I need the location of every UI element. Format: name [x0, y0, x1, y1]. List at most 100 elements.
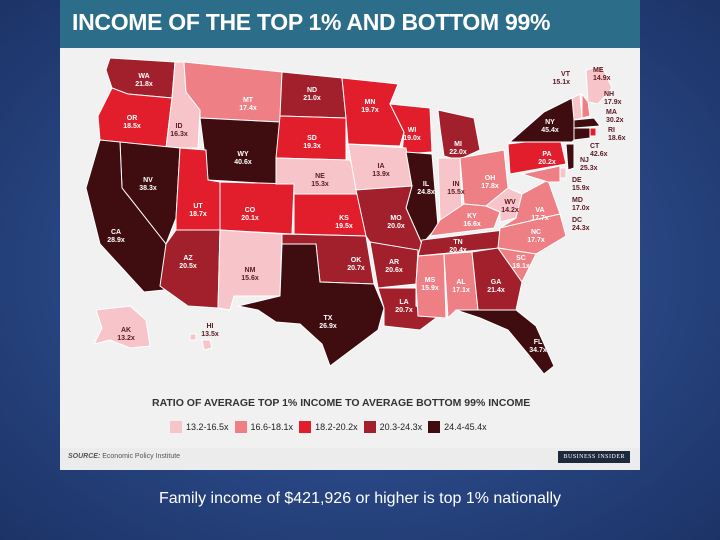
legend-item: 18.2-20.2x: [299, 420, 358, 434]
state-NY: [508, 97, 579, 143]
state-label: KY 16.6x: [463, 213, 481, 228]
state-label: MO 20.0x: [387, 215, 405, 230]
state-label: IA 13.9x: [372, 163, 390, 178]
state-label: NE 15.3x: [311, 173, 329, 188]
legend-label: 18.2-20.2x: [315, 422, 358, 432]
state-label: MA 30.2x: [606, 109, 624, 124]
state-label: DC 24.3x: [572, 217, 590, 232]
legend-swatch: [299, 421, 312, 433]
state-TX: [237, 243, 385, 367]
state-label: MT 17.4x: [239, 97, 257, 112]
state-labels: WA 21.8x OR 18.5x ID 16.3x MT 17.4x WY 40.6x …: [107, 67, 625, 354]
state-FL: [455, 309, 555, 375]
state-label: ND 21.0x: [303, 87, 321, 102]
state-label: MI 22.0x: [449, 141, 467, 156]
state-MD: [520, 165, 561, 183]
source-footer: SOURCE: Economic Policy Institute BUSINE…: [60, 448, 640, 470]
state-SC: [496, 247, 537, 283]
state-label: NY 45.4x: [541, 119, 559, 134]
state-DE: [559, 167, 567, 179]
state-label: CA 28.9x: [107, 229, 125, 244]
state-label: NC 17.7x: [527, 229, 545, 244]
state-NH: [581, 92, 591, 119]
state-label: TN 20.4x: [449, 239, 467, 254]
legend-item: 13.2-16.5x: [170, 420, 229, 434]
state-AK: [93, 305, 151, 349]
state-label: TX 26.9x: [319, 315, 337, 330]
state-label: DE 15.9x: [572, 177, 590, 192]
state-RI: [589, 127, 597, 137]
state-label: AR 20.6x: [385, 259, 403, 274]
state-label: IL 24.8x: [417, 181, 435, 196]
legend-swatch: [234, 421, 247, 433]
state-label: OR 18.5x: [123, 115, 141, 130]
infographic-title: INCOME OF THE TOP 1% AND BOTTOM 99%: [72, 9, 551, 35]
state-label: AZ 20.5x: [179, 255, 197, 270]
state-label: NM 15.6x: [241, 267, 259, 282]
brand-logo: BUSINESS INSIDER: [558, 451, 630, 463]
legend-label: 16.6-18.1x: [250, 422, 294, 432]
legend-item: 20.3-24.3x: [363, 420, 423, 434]
state-label: OK 20.7x: [347, 257, 365, 272]
us-choropleth-map: WA 21.8x OR 18.5x ID 16.3x MT 17.4x WY 40.6x …: [85, 57, 626, 375]
state-label: SC 18.1x: [512, 255, 530, 270]
state-label: PA 20.2x: [538, 151, 556, 166]
legend-item: 24.4-45.4x: [428, 420, 487, 434]
state-MS: [415, 253, 447, 319]
slide-caption: Family income of $421,926 or higher is t…: [159, 490, 561, 507]
state-CA: [85, 139, 167, 293]
state-label: OH 17.8x: [481, 175, 499, 190]
state-HI: [189, 333, 197, 341]
state-label: ME 14.9x: [593, 67, 611, 82]
source-note: SOURCE: Economic Policy Institute: [68, 453, 180, 460]
state-label: WV 14.2x: [501, 199, 519, 214]
state-shapes: [85, 57, 613, 375]
state-label: VA 17.7x: [531, 207, 549, 222]
state-KS: [293, 193, 367, 237]
legend-title: RATIO OF AVERAGE TOP 1% INCOME TO AVERAG…: [152, 397, 531, 409]
legend-swatch: [170, 421, 182, 433]
legend-item: 16.6-18.1x: [234, 420, 294, 434]
state-label: NH 17.9x: [604, 91, 622, 106]
source-text: Economic Policy Institute: [102, 453, 181, 460]
state-label: KS 19.5x: [335, 215, 353, 230]
state-label: MD 17.0x: [572, 197, 590, 212]
state-CT: [573, 127, 591, 141]
state-label: FL 34.7x: [529, 339, 547, 354]
state-NJ: [565, 143, 575, 171]
state-VA: [499, 179, 561, 229]
title-band: INCOME OF THE TOP 1% AND BOTTOM 99%: [60, 0, 640, 48]
legend-swatch: [428, 421, 441, 433]
state-label: VT 15.1x: [552, 71, 570, 86]
state-ME: [585, 65, 613, 105]
infographic-card: INCOME OF THE TOP 1% AND BOTTOM 99%: [60, 0, 640, 470]
state-MN: [341, 77, 405, 147]
state-label: WA 21.8x: [135, 73, 153, 88]
state-label: ID 16.3x: [170, 123, 188, 138]
legend-label: 13.2-16.5x: [186, 422, 229, 432]
state-HI-island: [201, 339, 213, 351]
state-label: LA 20.7x: [395, 299, 413, 314]
legend-swatch: [363, 421, 376, 433]
state-label: GA 21.4x: [487, 279, 505, 294]
state-label: IN 15.5x: [447, 181, 465, 196]
legend: 13.2-16.5x 16.6-18.1x 18.2-20.2x 20.3-24…: [170, 420, 487, 434]
legend-label: 24.4-45.4x: [444, 422, 487, 432]
source-prefix: SOURCE:: [68, 453, 101, 460]
state-label: AK 13.2x: [117, 327, 135, 342]
state-label: SD 19.3x: [303, 135, 321, 150]
state-NC: [497, 213, 567, 255]
state-label: WY 40.6x: [234, 151, 252, 166]
state-label: MS 15.9x: [421, 277, 439, 292]
state-label: CO 20.1x: [241, 207, 259, 222]
state-label: MN 19.7x: [361, 99, 379, 114]
state-VT: [571, 93, 583, 121]
state-label: HI 13.5x: [201, 323, 219, 338]
state-label: WI 19.0x: [403, 127, 421, 142]
state-label: UT 18.7x: [189, 203, 207, 218]
state-label: RI 18.6x: [608, 127, 626, 142]
state-label: NJ 25.3x: [580, 157, 598, 172]
legend-label: 20.3-24.3x: [379, 422, 423, 432]
state-CO: [219, 181, 295, 235]
state-label: AL 17.1x: [452, 279, 470, 294]
